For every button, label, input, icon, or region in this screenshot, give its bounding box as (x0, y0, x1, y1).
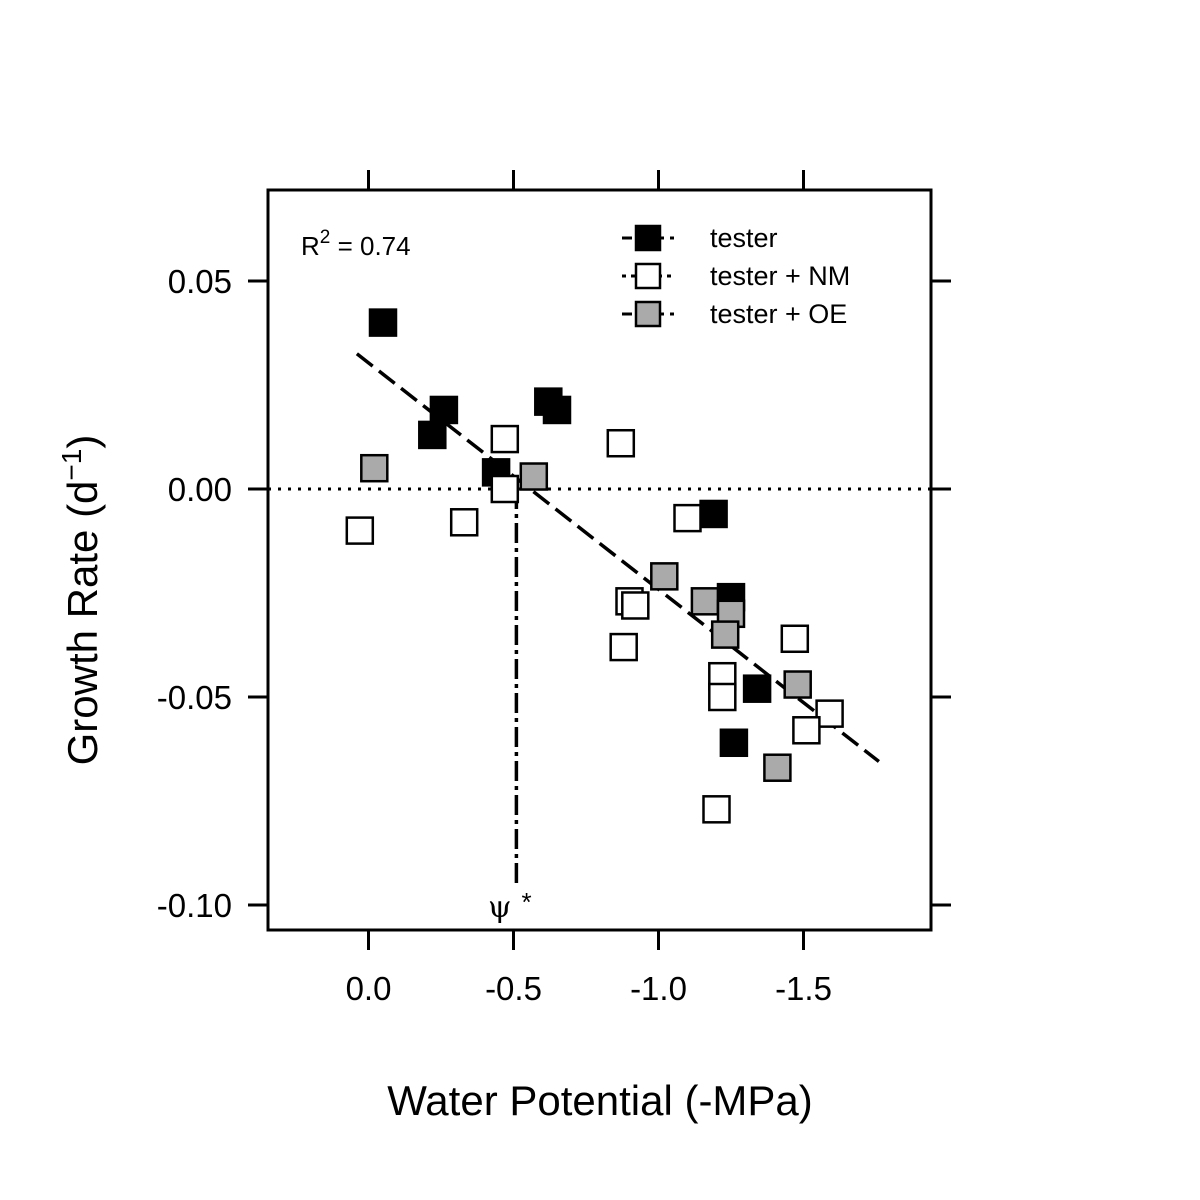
r2-annotation: R2 = 0.74 (301, 227, 411, 261)
point-tester-nm-8 (673, 503, 702, 533)
data-points (345, 308, 844, 824)
point-tester-nm-1 (449, 508, 479, 537)
legend: tester tester + NM tester + OE (622, 223, 850, 329)
point-tester-1 (429, 395, 459, 425)
legend-marker (634, 224, 662, 252)
point-tester-nm-0 (345, 516, 375, 545)
point-tester-nm-13 (792, 716, 821, 745)
point-tester-oe-6 (783, 670, 812, 699)
point-tester-0 (368, 308, 398, 337)
point-tester-nm-2 (490, 424, 520, 454)
legend-label: tester (710, 223, 778, 253)
point-tester-oe-5 (710, 620, 740, 649)
point-tester-oe-3 (690, 587, 720, 616)
point-tester-oe-7 (763, 753, 792, 782)
x-tick-label: -1.0 (630, 970, 687, 1007)
x-tick-label: 0.0 (346, 970, 392, 1007)
point-tester-nm-14 (702, 795, 731, 824)
point-tester-5 (542, 395, 572, 425)
point-tester-nm-11 (780, 624, 810, 654)
point-tester-oe-1 (519, 462, 549, 491)
y-axis-title: Growth Rate (d−1) (56, 435, 106, 766)
point-tester-oe-2 (650, 562, 679, 591)
x-tick-label: -0.5 (485, 970, 542, 1007)
y-tick-label: -0.05 (157, 679, 232, 716)
point-tester-nm-12 (815, 699, 844, 728)
x-axis-title: Water Potential (-MPa) (387, 1077, 813, 1124)
axes: 0.0 -0.5 -1.0 -1.5 0.05 0.00 -0.05 -0.10 (157, 170, 951, 1007)
point-tester-9 (719, 728, 749, 758)
point-tester-6 (699, 499, 728, 529)
point-tester-2 (418, 420, 447, 450)
point-tester-nm-4 (606, 428, 636, 458)
x-tick-label: -1.5 (775, 970, 832, 1007)
point-tester-nm-3 (490, 474, 520, 504)
legend-marker (634, 262, 662, 290)
y-tick-label: 0.00 (168, 471, 232, 508)
point-tester-8 (742, 674, 772, 703)
plot-frame (266, 188, 933, 932)
y-tick-label: 0.05 (168, 263, 232, 300)
point-tester-nm-6 (621, 591, 650, 620)
legend-marker (634, 300, 662, 328)
point-tester-nm-7 (609, 632, 638, 662)
point-tester-oe-0 (360, 453, 389, 483)
y-tick-label: -0.10 (157, 887, 232, 924)
point-tester-nm-10 (708, 682, 737, 712)
legend-label: tester + OE (710, 299, 847, 329)
legend-label: tester + NM (710, 261, 850, 291)
psi-star-annotation: ψ * (488, 887, 532, 925)
